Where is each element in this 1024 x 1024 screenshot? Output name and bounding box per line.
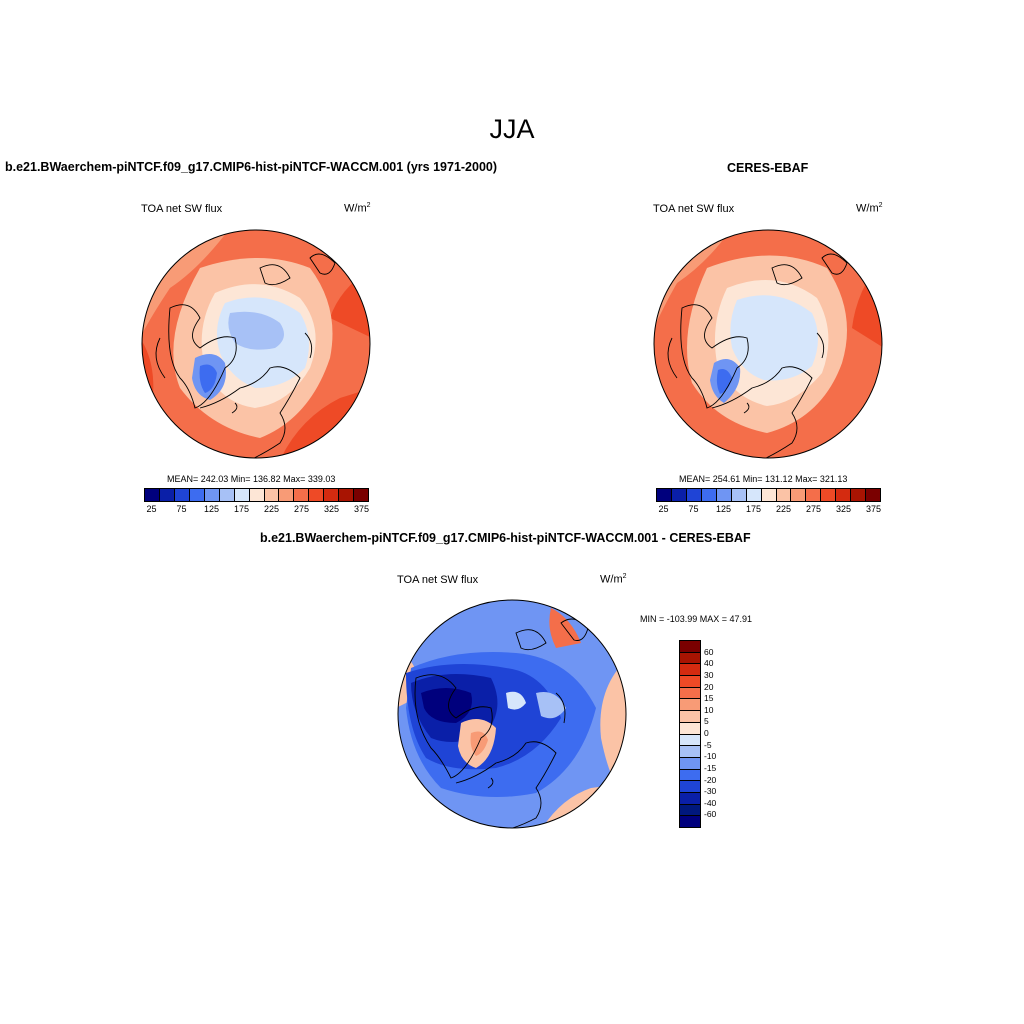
colorbar-swatch xyxy=(309,489,325,501)
diff-colorbar xyxy=(679,640,701,828)
right-colorbar-ticks: 25 75 125 175 225 275 325 375 xyxy=(656,504,881,516)
colorbar-swatch xyxy=(680,652,700,665)
colorbar-swatch xyxy=(354,489,369,501)
colorbar-swatch xyxy=(806,489,822,501)
right-variable-label: TOA net SW flux xyxy=(653,203,735,215)
colorbar-swatch xyxy=(716,489,732,501)
colorbar-swatch xyxy=(204,489,220,501)
colorbar-swatch xyxy=(294,489,310,501)
colorbar-tick-label: 20 xyxy=(704,681,714,692)
colorbar-swatch xyxy=(680,792,700,805)
colorbar-tick-label: 75 xyxy=(176,504,187,514)
colorbar-tick-label: -5 xyxy=(704,739,712,750)
colorbar-tick-label: 0 xyxy=(704,728,709,738)
colorbar-swatch xyxy=(174,489,190,501)
colorbar-tick-label: 325 xyxy=(323,504,340,514)
left-colorbar-ticks: 25 75 125 175 225 275 325 375 xyxy=(144,504,369,516)
left-colorbar xyxy=(144,488,369,502)
colorbar-tick-label: 5 xyxy=(704,716,709,727)
colorbar-swatch xyxy=(776,489,792,501)
colorbar-tick-label: -10 xyxy=(704,751,717,762)
colorbar-swatch xyxy=(264,489,280,501)
colorbar-swatch xyxy=(701,489,717,501)
colorbar-swatch xyxy=(680,676,700,688)
colorbar-swatch xyxy=(821,489,837,501)
colorbar-tick-label: 225 xyxy=(775,504,792,514)
colorbar-tick-label: -20 xyxy=(704,774,717,785)
colorbar-swatch xyxy=(234,489,250,501)
colorbar-tick-label: 10 xyxy=(704,704,714,715)
colorbar-tick-label: 275 xyxy=(293,504,310,514)
colorbar-swatch xyxy=(219,489,235,501)
diff-units-label: W/m2 xyxy=(600,573,627,586)
left-stats: MEAN= 242.03 Min= 136.82 Max= 339.03 xyxy=(167,474,336,484)
colorbar-swatch xyxy=(671,489,687,501)
colorbar-tick-label: 15 xyxy=(704,693,714,704)
colorbar-tick-label: 325 xyxy=(835,504,852,514)
colorbar-tick-label: 125 xyxy=(203,504,220,514)
colorbar-swatch xyxy=(851,489,867,501)
colorbar-swatch xyxy=(680,722,700,735)
colorbar-swatch xyxy=(791,489,807,501)
colorbar-tick-label: 60 xyxy=(704,646,714,657)
left-variable-label: TOA net SW flux xyxy=(141,203,223,215)
colorbar-swatch xyxy=(680,687,700,700)
figure-title: JJA xyxy=(489,114,535,144)
colorbar-tick-label: 125 xyxy=(715,504,732,514)
colorbar-tick-label: 30 xyxy=(704,669,714,680)
colorbar-swatch xyxy=(145,489,160,501)
colorbar-swatch xyxy=(339,489,355,501)
left-polar-map xyxy=(141,229,371,459)
colorbar-swatch xyxy=(680,711,700,723)
colorbar-swatch xyxy=(686,489,702,501)
left-units-label: W/m2 xyxy=(344,202,371,215)
colorbar-tick-label: -30 xyxy=(704,786,717,797)
colorbar-swatch xyxy=(249,489,265,501)
colorbar-tick-label: 175 xyxy=(233,504,250,514)
right-panel-title: CERES-EBAF xyxy=(727,161,809,175)
colorbar-tick-label: 175 xyxy=(745,504,762,514)
colorbar-swatch xyxy=(836,489,852,501)
colorbar-swatch xyxy=(680,804,700,817)
colorbar-tick-label: 25 xyxy=(146,504,157,514)
colorbar-swatch xyxy=(680,734,700,747)
colorbar-tick-label: 375 xyxy=(353,504,370,514)
diff-stats: MIN = -103.99 MAX = 47.91 xyxy=(640,614,753,624)
colorbar-tick-label: 25 xyxy=(658,504,669,514)
colorbar-swatch xyxy=(657,489,672,501)
diff-polar-map xyxy=(397,599,627,829)
diff-panel-title: b.e21.BWaerchem-piNTCF.f09_g17.CMIP6-his… xyxy=(260,531,751,545)
left-panel-title: b.e21.BWaerchem-piNTCF.f09_g17.CMIP6-his… xyxy=(5,160,498,174)
colorbar-swatch xyxy=(761,489,777,501)
colorbar-swatch xyxy=(189,489,205,501)
colorbar-swatch xyxy=(680,781,700,793)
colorbar-swatch xyxy=(746,489,762,501)
colorbar-swatch xyxy=(680,769,700,782)
diff-colorbar-ticks: 60 40 30 20 15 10 5 0 -5 -10 -15 -20 -30 -40 -60 xyxy=(704,640,744,826)
colorbar-tick-label: -40 xyxy=(704,797,717,808)
colorbar-tick-label: -60 xyxy=(704,809,717,820)
colorbar-swatch xyxy=(680,664,700,677)
colorbar-swatch xyxy=(866,489,881,501)
colorbar-tick-label: -15 xyxy=(704,762,717,773)
colorbar-swatch xyxy=(680,641,700,653)
colorbar-swatch xyxy=(680,746,700,758)
colorbar-swatch xyxy=(324,489,340,501)
right-stats: MEAN= 254.61 Min= 131.12 Max= 321.13 xyxy=(679,474,848,484)
colorbar-swatch xyxy=(680,757,700,770)
colorbar-tick-label: 75 xyxy=(688,504,699,514)
colorbar-tick-label: 40 xyxy=(704,658,714,669)
colorbar-swatch xyxy=(680,816,700,827)
right-polar-map xyxy=(653,229,883,459)
right-colorbar xyxy=(656,488,881,502)
colorbar-tick-label: 375 xyxy=(865,504,882,514)
colorbar-tick-label: 225 xyxy=(263,504,280,514)
colorbar-tick-label: 275 xyxy=(805,504,822,514)
colorbar-swatch xyxy=(680,699,700,712)
diff-variable-label: TOA net SW flux xyxy=(397,574,479,586)
colorbar-swatch xyxy=(731,489,747,501)
right-units-label: W/m2 xyxy=(856,202,883,215)
colorbar-swatch xyxy=(159,489,175,501)
colorbar-swatch xyxy=(279,489,295,501)
